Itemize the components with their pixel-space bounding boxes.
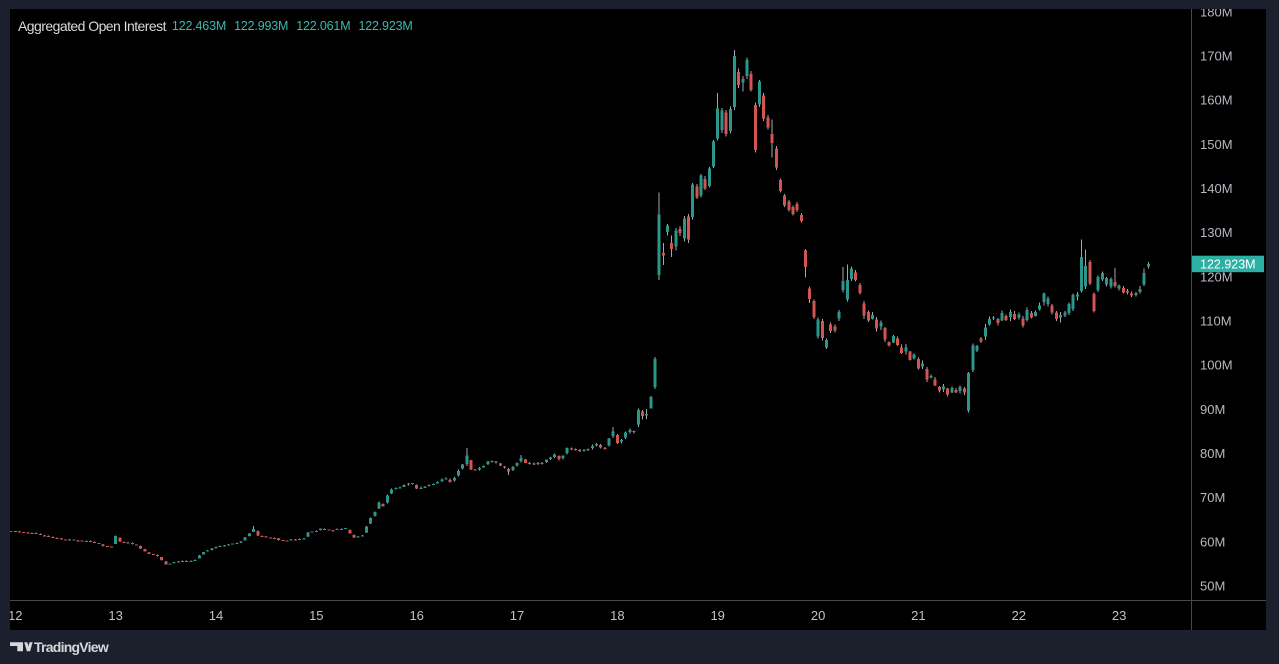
svg-text:120M: 120M [1200, 269, 1233, 284]
svg-text:15: 15 [309, 608, 323, 623]
svg-text:90M: 90M [1200, 402, 1225, 417]
svg-text:12: 12 [10, 608, 23, 623]
svg-text:22: 22 [1012, 608, 1026, 623]
svg-text:19: 19 [710, 608, 724, 623]
svg-text:18: 18 [610, 608, 624, 623]
svg-text:23: 23 [1112, 608, 1126, 623]
svg-text:20: 20 [811, 608, 825, 623]
svg-text:110M: 110M [1200, 314, 1232, 329]
svg-text:13: 13 [108, 608, 122, 623]
svg-text:14: 14 [209, 608, 223, 623]
svg-text:21: 21 [911, 608, 925, 623]
svg-text:160M: 160M [1200, 93, 1233, 108]
svg-text:16: 16 [409, 608, 423, 623]
svg-text:100M: 100M [1200, 358, 1233, 373]
svg-text:80M: 80M [1200, 446, 1225, 461]
svg-text:150M: 150M [1200, 137, 1233, 152]
svg-text:170M: 170M [1200, 49, 1233, 64]
svg-text:17: 17 [510, 608, 524, 623]
svg-text:70M: 70M [1200, 490, 1225, 505]
svg-text:50M: 50M [1200, 579, 1225, 594]
svg-text:180M: 180M [1200, 9, 1233, 19]
svg-text:122.923M: 122.923M [1200, 258, 1256, 272]
svg-text:140M: 140M [1200, 181, 1233, 196]
svg-text:130M: 130M [1200, 225, 1233, 240]
svg-text:60M: 60M [1200, 534, 1225, 549]
